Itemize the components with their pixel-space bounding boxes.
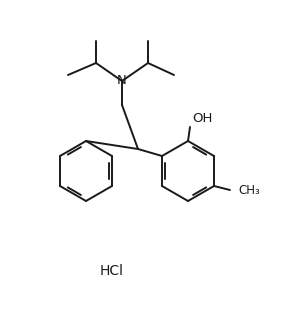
- Text: OH: OH: [192, 113, 212, 125]
- Text: HCl: HCl: [100, 264, 124, 278]
- Text: N: N: [117, 75, 127, 87]
- Text: CH₃: CH₃: [238, 184, 260, 197]
